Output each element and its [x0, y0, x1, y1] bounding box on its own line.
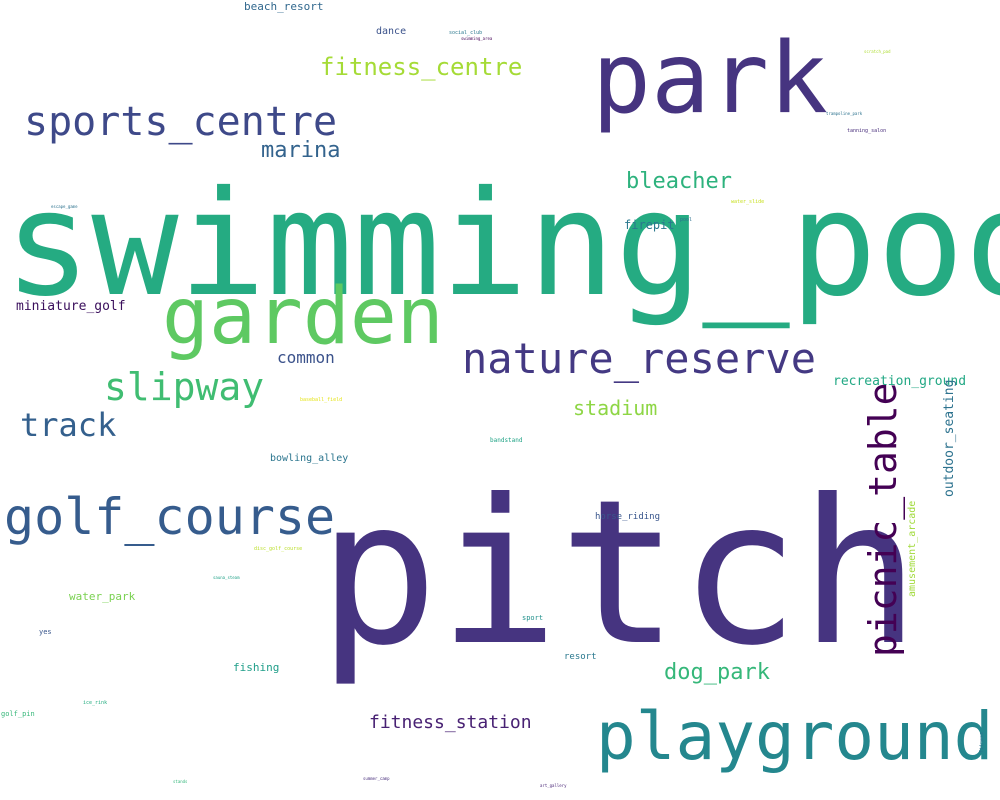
word-miniature-golf: miniature_golf: [16, 299, 126, 314]
word-garden: garden: [162, 272, 444, 362]
word-baseball-field: baseball_field: [300, 397, 343, 403]
word-horse-riding: horse_riding: [595, 512, 661, 522]
word-playground: playground: [596, 698, 994, 775]
word-art-gallery: art_gallery: [540, 783, 567, 788]
word-sports-centre: sports_centre: [24, 99, 338, 145]
word-fishing: fishing: [233, 661, 280, 674]
word-bowling-alley: bowling_alley: [270, 453, 349, 464]
word-escape-game: escape_game: [51, 204, 78, 209]
word-scratch-pad: scratch_pad: [864, 49, 891, 54]
word-beach-resort: beach_resort: [244, 0, 324, 13]
word-common: common: [277, 348, 335, 367]
word-track: track: [20, 406, 117, 444]
word-firepit: firepit: [624, 218, 675, 232]
word-outdoor-seating: outdoor_seating: [942, 379, 957, 497]
word-fitness-centre: fitness_centre: [320, 53, 523, 81]
word-ice-rink: ice_rink: [83, 700, 108, 706]
word-nature-reserve: nature_reserve: [462, 334, 817, 383]
word-sauna-steam: sauna_steam: [213, 575, 240, 580]
word-stands: stands: [173, 779, 188, 784]
word-slipway: slipway: [104, 365, 265, 409]
word-disc-golf-course: disc_golf_course: [254, 546, 303, 552]
word-summer-camp: summer_camp: [363, 776, 390, 781]
word-yes: yes: [39, 628, 52, 636]
word-tanning-salon: tanning_salon: [847, 128, 887, 134]
word-water-park: water_park: [69, 590, 136, 603]
word-golf-pin: golf_pin: [1, 710, 35, 718]
word-dog-park: dog_park: [664, 660, 770, 685]
word-sport: sport: [522, 614, 544, 622]
word-park: park: [592, 22, 829, 136]
word-pool: pool: [680, 217, 693, 223]
word-fitness-station: fitness_station: [369, 712, 532, 733]
word-dance: dance: [376, 26, 407, 37]
word-trampoline-park: trampoline_park: [826, 111, 863, 116]
word-golf-course: golf_course: [4, 488, 336, 546]
word-stadium: stadium: [573, 396, 658, 420]
word-picnic-table: picnic_table: [861, 382, 905, 657]
word-social-club: social_club: [449, 30, 483, 36]
word-marina: marina: [261, 138, 341, 163]
word-recreation-ground: recreation_ground: [833, 374, 967, 389]
word-water-slide: water_slide: [731, 199, 765, 205]
word-bleacher: bleacher: [626, 169, 732, 194]
word-resort: resort: [564, 652, 597, 662]
word-swimming-pool: swimming_pool: [4, 160, 1000, 329]
word-amusement-arcade: amusement_arcade: [907, 500, 918, 597]
word-swimming-area: swimming_area: [461, 36, 493, 41]
word-pitch: pitch: [318, 457, 921, 690]
word-fitness: fitness: [979, 731, 985, 753]
word-bandstand: bandstand: [490, 437, 523, 444]
